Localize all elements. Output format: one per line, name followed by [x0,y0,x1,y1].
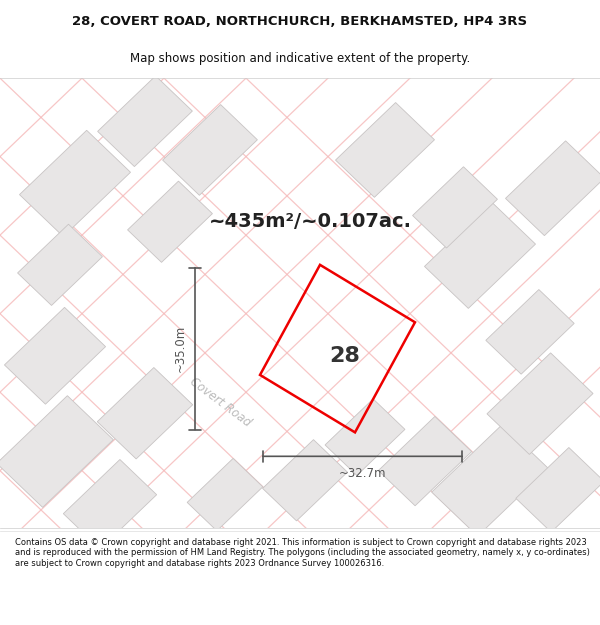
Polygon shape [335,102,434,198]
Text: Covert Road: Covert Road [187,374,253,429]
Polygon shape [128,181,212,262]
Polygon shape [4,308,106,404]
Text: Contains OS data © Crown copyright and database right 2021. This information is : Contains OS data © Crown copyright and d… [15,538,590,568]
Polygon shape [19,130,131,237]
Polygon shape [64,459,157,549]
Text: ~32.7m: ~32.7m [339,467,386,480]
Text: Map shows position and indicative extent of the property.: Map shows position and indicative extent… [130,52,470,65]
Polygon shape [413,167,497,248]
Polygon shape [98,76,193,167]
Polygon shape [487,353,593,454]
Polygon shape [424,202,536,308]
Text: 28, COVERT ROAD, NORTHCHURCH, BERKHAMSTED, HP4 3RS: 28, COVERT ROAD, NORTHCHURCH, BERKHAMSTE… [73,16,527,28]
Polygon shape [0,396,113,508]
Polygon shape [17,224,103,306]
Polygon shape [97,368,193,459]
Polygon shape [187,458,263,531]
Polygon shape [163,104,257,195]
Text: ~435m²/~0.107ac.: ~435m²/~0.107ac. [209,213,412,231]
Polygon shape [506,141,600,236]
Polygon shape [325,399,405,476]
Polygon shape [516,448,600,532]
Text: ~35.0m: ~35.0m [173,325,187,372]
Polygon shape [486,289,574,374]
Polygon shape [379,416,472,506]
Polygon shape [263,439,347,521]
Text: 28: 28 [329,346,361,366]
Polygon shape [431,424,548,536]
